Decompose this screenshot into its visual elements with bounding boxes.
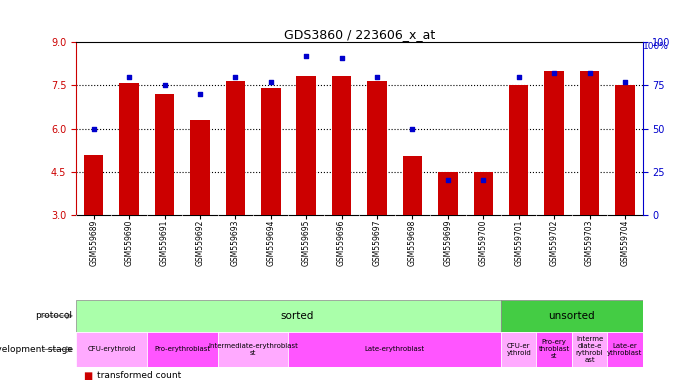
Bar bbox=[580, 71, 599, 215]
Point bbox=[407, 126, 418, 132]
Bar bbox=[155, 94, 174, 215]
Point bbox=[301, 53, 312, 59]
Text: development stage: development stage bbox=[0, 345, 73, 354]
Bar bbox=[473, 172, 493, 215]
Title: GDS3860 / 223606_x_at: GDS3860 / 223606_x_at bbox=[284, 28, 435, 41]
Bar bbox=[501, 332, 536, 367]
Bar bbox=[76, 332, 146, 367]
Text: unsorted: unsorted bbox=[549, 311, 595, 321]
Text: CFU-er
ythroid: CFU-er ythroid bbox=[507, 343, 531, 356]
Bar bbox=[226, 81, 245, 215]
Point bbox=[372, 74, 383, 80]
Point bbox=[159, 83, 170, 89]
Point bbox=[513, 74, 524, 80]
Text: Pro-ery
throblast
st: Pro-ery throblast st bbox=[538, 339, 569, 359]
Bar bbox=[296, 76, 316, 215]
Text: GSM559696: GSM559696 bbox=[337, 219, 346, 266]
Text: Intermediate-erythroblast
st: Intermediate-erythroblast st bbox=[208, 343, 298, 356]
Text: GSM559699: GSM559699 bbox=[444, 219, 453, 266]
Text: CFU-erythroid: CFU-erythroid bbox=[87, 346, 135, 353]
Bar bbox=[509, 86, 529, 215]
Text: GSM559704: GSM559704 bbox=[621, 219, 630, 266]
Text: transformed count: transformed count bbox=[97, 371, 181, 379]
Text: GSM559695: GSM559695 bbox=[302, 219, 311, 266]
Bar bbox=[501, 300, 643, 332]
Bar bbox=[368, 81, 387, 215]
Text: ■: ■ bbox=[83, 371, 92, 381]
Bar bbox=[571, 332, 607, 367]
Point bbox=[336, 55, 347, 61]
Text: GSM559690: GSM559690 bbox=[124, 219, 133, 266]
Point bbox=[477, 177, 489, 184]
Point bbox=[442, 177, 453, 184]
Text: GSM559689: GSM559689 bbox=[89, 219, 98, 266]
Bar bbox=[289, 332, 501, 367]
Bar bbox=[76, 300, 501, 332]
Point bbox=[265, 79, 276, 85]
Text: GSM559694: GSM559694 bbox=[266, 219, 275, 266]
Text: GSM559691: GSM559691 bbox=[160, 219, 169, 266]
Text: Pro-erythroblast: Pro-erythroblast bbox=[154, 346, 210, 353]
Bar bbox=[120, 83, 139, 215]
Bar bbox=[146, 332, 218, 367]
Text: GSM559698: GSM559698 bbox=[408, 219, 417, 266]
Bar bbox=[607, 332, 643, 367]
Text: GSM559703: GSM559703 bbox=[585, 219, 594, 266]
Point bbox=[619, 79, 630, 85]
Point bbox=[124, 74, 135, 80]
Text: GSM559701: GSM559701 bbox=[514, 219, 523, 266]
Text: 100%: 100% bbox=[643, 42, 669, 51]
Point bbox=[549, 70, 560, 76]
Bar bbox=[218, 332, 289, 367]
Text: GSM559697: GSM559697 bbox=[372, 219, 381, 266]
Bar bbox=[332, 76, 351, 215]
Text: Interme
diate-e
rythrobl
ast: Interme diate-e rythrobl ast bbox=[576, 336, 603, 363]
Text: protocol: protocol bbox=[35, 311, 73, 320]
Point bbox=[230, 74, 241, 80]
Bar bbox=[615, 86, 634, 215]
Point bbox=[194, 91, 205, 97]
Text: GSM559692: GSM559692 bbox=[196, 219, 205, 266]
Bar bbox=[536, 332, 571, 367]
Text: GSM559693: GSM559693 bbox=[231, 219, 240, 266]
Bar bbox=[545, 71, 564, 215]
Text: sorted: sorted bbox=[281, 311, 314, 321]
Text: Late-erythroblast: Late-erythroblast bbox=[365, 346, 425, 353]
Bar bbox=[84, 155, 104, 215]
Text: GSM559700: GSM559700 bbox=[479, 219, 488, 266]
Point bbox=[584, 70, 595, 76]
Bar bbox=[261, 88, 281, 215]
Bar bbox=[438, 172, 457, 215]
Bar bbox=[403, 156, 422, 215]
Text: GSM559702: GSM559702 bbox=[549, 219, 558, 266]
Bar bbox=[190, 120, 209, 215]
Text: Late-er
ythroblast: Late-er ythroblast bbox=[607, 343, 643, 356]
Point bbox=[88, 126, 100, 132]
